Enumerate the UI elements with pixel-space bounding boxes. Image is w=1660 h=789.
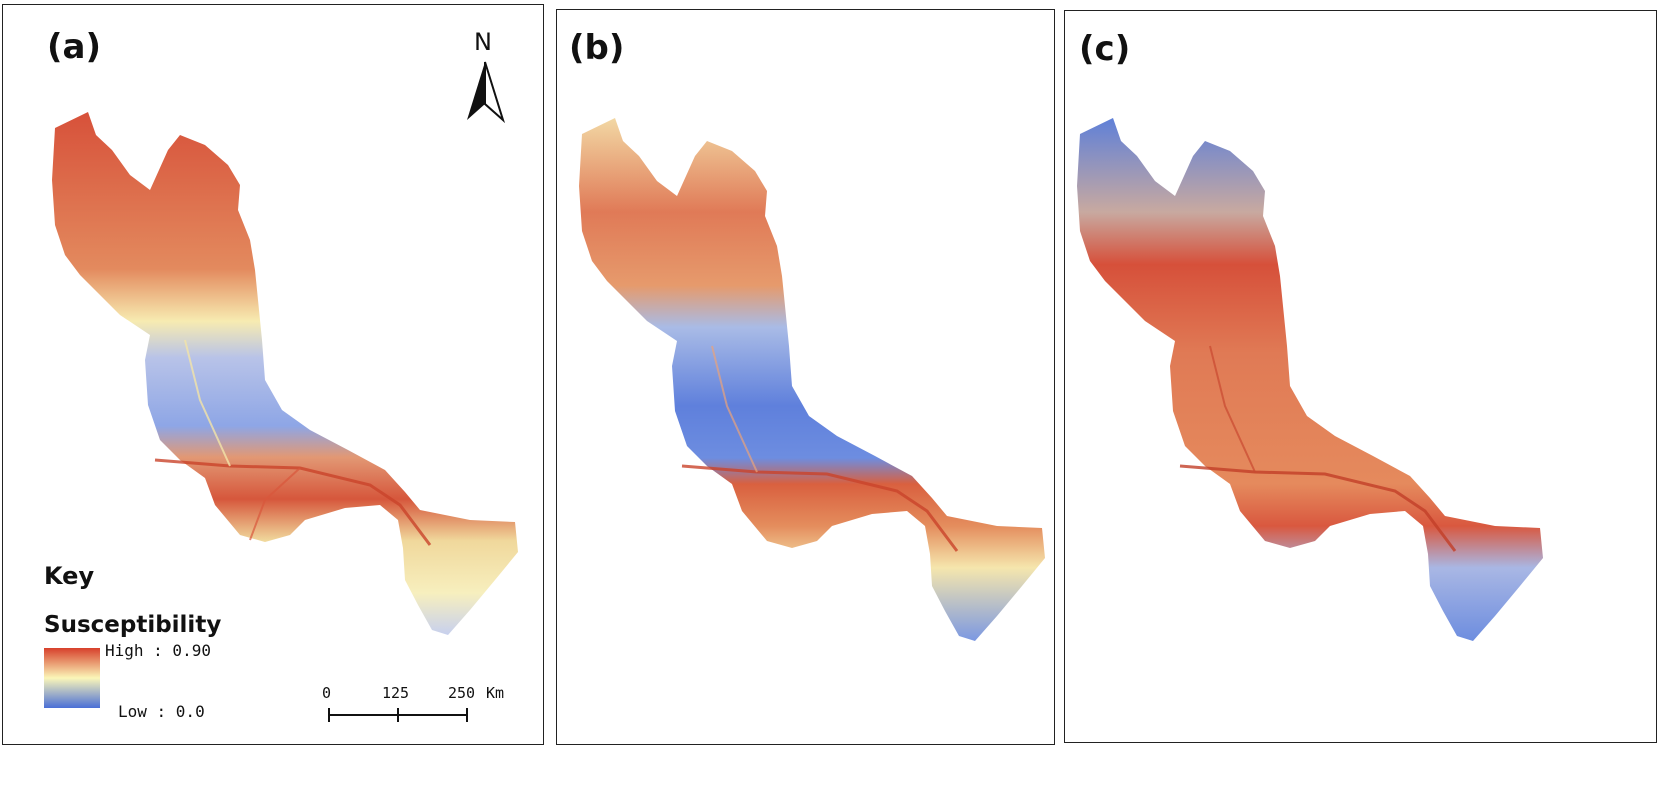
north-arrow-icon bbox=[467, 61, 506, 124]
panel-label-b: (b) bbox=[569, 28, 625, 68]
susceptibility-map-c bbox=[1077, 118, 1543, 641]
north-label: N bbox=[474, 28, 492, 56]
map-panel-c: (c) bbox=[1064, 10, 1657, 743]
susceptibility-map-a bbox=[52, 112, 518, 635]
legend-high-label: High : 0.90 bbox=[105, 641, 211, 660]
panel-label-c: (c) bbox=[1079, 29, 1131, 69]
scale-tick-250: 250 bbox=[448, 684, 476, 702]
scale-bar bbox=[328, 708, 468, 722]
key-title: Key bbox=[44, 562, 95, 590]
legend-title: Susceptibility bbox=[44, 612, 222, 638]
legend-low-label: Low : 0.0 bbox=[118, 702, 205, 721]
scale-tick-0: 0 bbox=[322, 684, 332, 702]
scale-unit: Km bbox=[486, 684, 505, 702]
susceptibility-map-b bbox=[579, 118, 1045, 641]
scale-tick-125: 125 bbox=[382, 684, 410, 702]
legend-color-ramp bbox=[44, 648, 100, 708]
panel-label-a: (a) bbox=[47, 27, 102, 67]
